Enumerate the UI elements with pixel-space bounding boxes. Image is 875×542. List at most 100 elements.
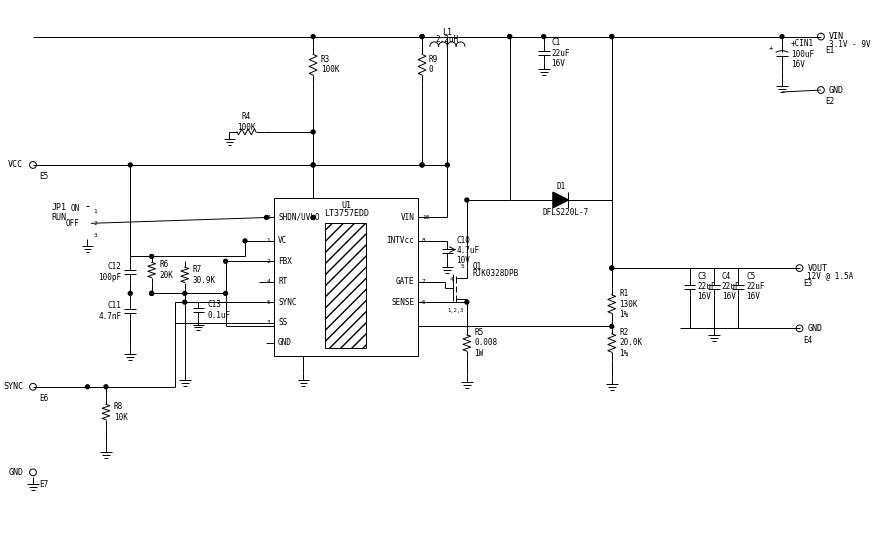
Text: FBX: FBX (278, 257, 292, 266)
Text: U1: U1 (341, 201, 351, 210)
Bar (325, 223, 366, 348)
Circle shape (312, 216, 315, 220)
Text: R1
130K
1%: R1 130K 1% (620, 289, 638, 319)
Text: 12V @ 1.5A: 12V @ 1.5A (808, 272, 853, 280)
Circle shape (312, 35, 315, 38)
Circle shape (507, 35, 512, 38)
Text: R4
100K: R4 100K (237, 113, 256, 132)
Text: 5: 5 (460, 263, 464, 269)
Text: L1: L1 (443, 28, 452, 37)
Text: E3: E3 (803, 279, 813, 288)
Text: GND: GND (808, 324, 822, 333)
Text: 3.1V - 9V: 3.1V - 9V (829, 40, 871, 49)
Text: C3
22uF
16V: C3 22uF 16V (697, 272, 716, 301)
Text: R3
100K: R3 100K (321, 55, 340, 74)
Text: E6: E6 (38, 394, 48, 403)
Polygon shape (553, 192, 569, 208)
Circle shape (183, 300, 186, 304)
Circle shape (104, 385, 108, 389)
Circle shape (264, 216, 269, 220)
Text: SENSE: SENSE (391, 298, 414, 307)
Text: GATE: GATE (396, 277, 414, 286)
Text: E1: E1 (825, 46, 834, 55)
Text: 7: 7 (422, 279, 426, 284)
Text: +: + (769, 45, 774, 51)
Text: C13
0.1uF: C13 0.1uF (207, 300, 230, 320)
Circle shape (224, 292, 228, 295)
Text: R9
0: R9 0 (429, 55, 438, 74)
Circle shape (610, 325, 613, 328)
Circle shape (465, 198, 469, 202)
Text: R7
30.9K: R7 30.9K (192, 265, 215, 285)
Text: JP1: JP1 (51, 203, 66, 212)
Text: INTVcc: INTVcc (387, 236, 414, 246)
Circle shape (445, 163, 450, 167)
Text: 2: 2 (267, 259, 270, 264)
Text: 1: 1 (267, 238, 270, 243)
Text: D1: D1 (556, 182, 565, 191)
Text: 10: 10 (422, 215, 430, 220)
Text: R2
20.0K
1%: R2 20.0K 1% (620, 328, 642, 358)
Text: GND: GND (829, 86, 844, 94)
Text: RJK0328DPB: RJK0328DPB (473, 269, 519, 279)
Circle shape (312, 216, 315, 220)
Bar (274, 198, 418, 356)
Text: VC: VC (278, 236, 287, 246)
Text: E2: E2 (825, 97, 834, 106)
Text: Q1: Q1 (473, 262, 482, 270)
Circle shape (420, 163, 424, 167)
Text: 2.2uH: 2.2uH (436, 35, 459, 44)
Circle shape (420, 35, 424, 38)
Text: 5: 5 (267, 300, 270, 305)
Text: E7: E7 (38, 480, 48, 488)
Text: R6
20K: R6 20K (159, 260, 173, 280)
Text: E5: E5 (38, 172, 48, 181)
Circle shape (224, 259, 228, 263)
Text: 9: 9 (267, 215, 270, 220)
Text: VCC: VCC (8, 160, 24, 170)
Text: C11
4.7nF: C11 4.7nF (98, 301, 122, 320)
Circle shape (150, 292, 154, 295)
Circle shape (420, 163, 424, 167)
Circle shape (150, 254, 154, 259)
Circle shape (86, 385, 89, 389)
Text: C4
22uF
16V: C4 22uF 16V (722, 272, 740, 301)
Text: RT: RT (278, 277, 287, 286)
Text: C12
100pF: C12 100pF (98, 262, 122, 282)
Text: SYNC: SYNC (278, 298, 297, 307)
Text: R8
10K: R8 10K (114, 402, 128, 422)
Circle shape (183, 292, 186, 295)
Circle shape (129, 163, 132, 167)
Text: VIN: VIN (829, 32, 844, 41)
Text: 6: 6 (422, 300, 426, 305)
Text: 4: 4 (267, 279, 270, 284)
Circle shape (507, 35, 512, 38)
Text: DFLS220L-7: DFLS220L-7 (542, 208, 589, 217)
Circle shape (312, 163, 315, 167)
Circle shape (610, 266, 613, 270)
Circle shape (610, 35, 613, 38)
Text: VOUT: VOUT (808, 263, 827, 273)
Text: C10
4.7uF
10V: C10 4.7uF 10V (456, 236, 480, 266)
Circle shape (610, 35, 613, 38)
Text: SHDN/UVLO: SHDN/UVLO (278, 213, 319, 222)
Text: C1
22uF
16V: C1 22uF 16V (551, 38, 570, 68)
Text: SS: SS (278, 318, 287, 327)
Text: VIN: VIN (401, 213, 414, 222)
Text: R5
0.008
1W: R5 0.008 1W (474, 328, 498, 358)
Text: 4: 4 (450, 278, 453, 282)
Circle shape (312, 130, 315, 134)
Circle shape (780, 35, 784, 38)
Circle shape (243, 239, 247, 243)
Text: +CIN1
100uF
16V: +CIN1 100uF 16V (791, 39, 814, 69)
Text: C5
22uF
16V: C5 22uF 16V (746, 272, 765, 301)
Text: 3: 3 (94, 233, 97, 237)
Circle shape (312, 163, 315, 167)
Text: OFF: OFF (66, 219, 80, 228)
Text: 1,2,3: 1,2,3 (448, 308, 464, 313)
Text: GND: GND (8, 468, 24, 477)
Circle shape (420, 35, 424, 38)
Circle shape (150, 292, 154, 295)
Text: E4: E4 (803, 335, 813, 345)
Circle shape (610, 266, 613, 270)
